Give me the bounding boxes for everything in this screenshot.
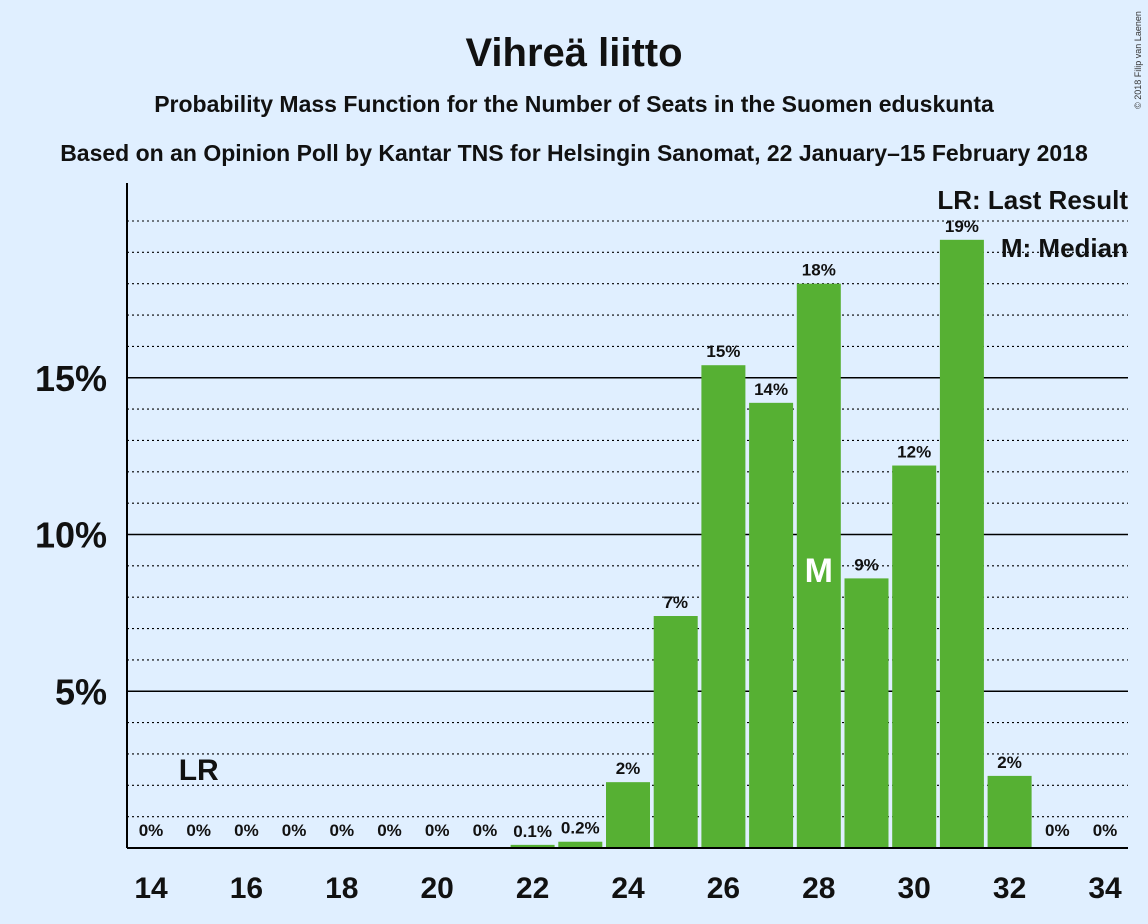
x-tick-label: 26: [707, 872, 740, 905]
y-tick-label: 10%: [35, 515, 107, 556]
legend-median: M: Median: [1001, 233, 1128, 263]
x-tick-label: 18: [325, 872, 358, 905]
data-label: 7%: [663, 593, 688, 612]
gridlines: [127, 220, 1128, 818]
data-label: 12%: [897, 443, 931, 462]
data-label: 0%: [425, 821, 450, 840]
data-label: 18%: [802, 261, 836, 280]
bar-seat-31: [939, 239, 984, 848]
data-label: 14%: [754, 380, 788, 399]
data-label: 0%: [377, 821, 402, 840]
data-label: 0%: [1093, 821, 1118, 840]
bar-seat-29: [844, 578, 889, 848]
bar-seat-22: [510, 844, 555, 848]
chart-source: Based on an Opinion Poll by Kantar TNS f…: [60, 140, 1088, 166]
x-tick-label: 22: [516, 872, 549, 905]
bars: [510, 239, 1032, 848]
bar-seat-23: [558, 841, 603, 848]
data-label: 19%: [945, 217, 979, 236]
y-tick-label: 15%: [35, 358, 107, 399]
y-axis-ticks: 5% 10% 15%: [35, 358, 107, 713]
bar-seat-25: [653, 616, 698, 848]
data-label: 9%: [854, 555, 879, 574]
bar-seat-24: [606, 782, 650, 848]
y-tick-label: 5%: [55, 671, 107, 712]
data-label: 15%: [706, 342, 740, 361]
data-label: 0%: [139, 821, 164, 840]
legend-last-result: LR: Last Result: [937, 185, 1128, 215]
x-tick-label: 24: [611, 872, 645, 905]
median-marker: M: [805, 552, 833, 590]
data-labels: 0% 0% 0% 0% 0% 0% 0% 0% 0.1% 0.2% 2% 7% 15% 14% 18% 9% 1…: [139, 217, 1118, 841]
markers: LR M: [179, 552, 833, 787]
data-label: 0.2%: [561, 819, 600, 838]
chart-title: Vihreä liitto: [465, 31, 682, 75]
bar-seat-32: [987, 775, 1032, 848]
data-label: 0%: [473, 821, 498, 840]
x-tick-label: 28: [802, 872, 835, 905]
bar-seat-27: [749, 402, 794, 848]
x-tick-label: 30: [898, 872, 931, 905]
copyright-credit: © 2018 Filip van Laenen: [1133, 11, 1143, 109]
x-tick-label: 14: [134, 872, 168, 905]
last-result-marker: LR: [179, 754, 219, 787]
chart-subtitle: Probability Mass Function for the Number…: [154, 91, 994, 117]
data-label: 0%: [282, 821, 307, 840]
x-axis-ticks: 14 16 18 20 22 24 26 28 30 32 34: [134, 872, 1122, 905]
bar-seat-28: [796, 283, 841, 848]
x-tick-label: 20: [421, 872, 454, 905]
data-label: 0.1%: [513, 822, 552, 841]
data-label: 2%: [616, 759, 641, 778]
bar-seat-26: [701, 365, 746, 848]
data-label: 2%: [997, 753, 1022, 772]
x-tick-label: 16: [230, 872, 263, 905]
x-tick-label: 32: [993, 872, 1026, 905]
data-label: 0%: [186, 821, 211, 840]
bar-seat-30: [892, 465, 937, 848]
x-tick-label: 34: [1088, 872, 1122, 905]
data-label: 0%: [330, 821, 355, 840]
data-label: 0%: [1045, 821, 1070, 840]
data-label: 0%: [234, 821, 259, 840]
